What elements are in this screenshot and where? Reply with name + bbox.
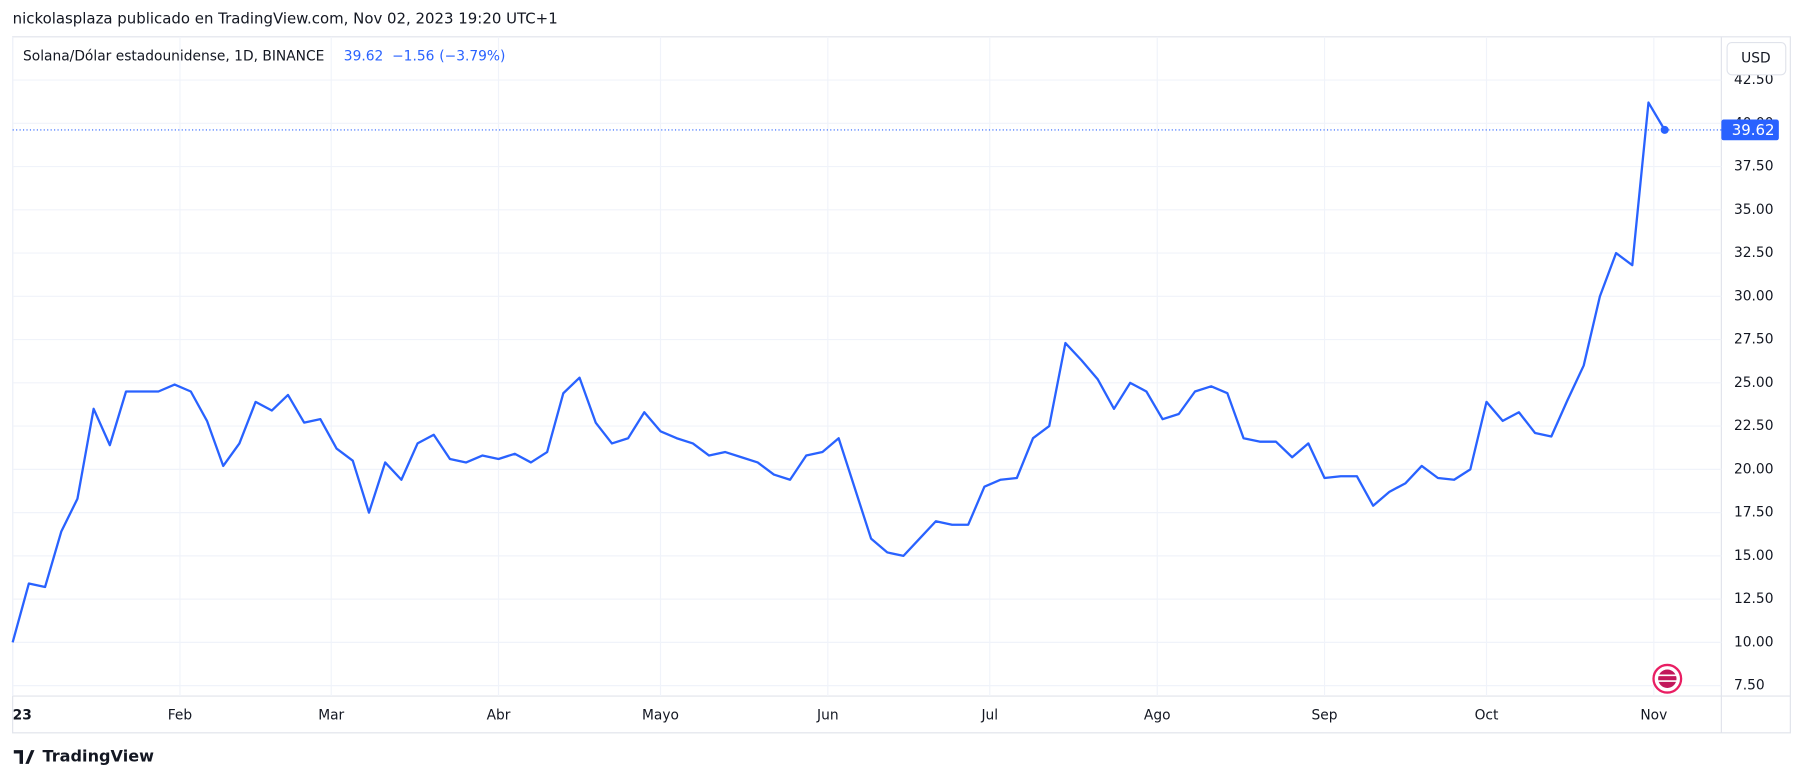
x-tick-label: Mayo [642,708,679,724]
y-tick-label: 15.00 [1734,548,1773,564]
x-tick-label: Nov [1640,708,1667,724]
y-tick-label: 10.00 [1734,634,1773,650]
x-tick-label: Jun [816,708,839,724]
x-tick-label: 23 [13,708,32,724]
last-price: 39.62 [344,48,383,64]
x-tick-label: Sep [1312,708,1338,724]
x-tick-label: Mar [318,708,344,724]
chart-frame [12,36,1791,734]
y-tick-label: 7.50 [1734,678,1765,694]
plot [11,101,1722,643]
y-tick-label: 25.00 [1734,375,1773,391]
y-tick-label: 37.50 [1734,159,1773,175]
symbol: Solana/Dólar estadounidense, 1D, BINANCE [23,48,324,64]
y-tick-label: 32.50 [1734,245,1773,261]
brand-logo [13,750,35,764]
flag-icon [1652,663,1683,694]
brand: TradingView [43,746,155,765]
x-tick-label: Ago [1144,708,1171,724]
change-percent: (−3.79%) [439,48,505,64]
y-tick-label: 20.00 [1734,461,1773,477]
last-price-badge [1721,119,1779,141]
y-tick-label: 27.50 [1734,332,1773,348]
last-point [1660,125,1669,134]
x-tick-label: Feb [168,708,192,724]
x-tick-label: Jul [980,708,998,724]
y-tick-label: 22.50 [1734,418,1773,434]
price-line [11,101,1666,643]
y-tick-label: 12.50 [1734,591,1773,607]
grid [12,36,1722,697]
x-tick-label: Abr [487,708,511,724]
y-tick-label: 30.00 [1734,288,1773,304]
currency-label: USD [1741,51,1770,67]
y-tick-label: 17.50 [1734,505,1773,521]
axes: 7.50 10.00 12.50 15.00 17.50 20.00 22.50 25.00 2… [13,72,1779,724]
x-tick-label: Oct [1475,708,1499,724]
y-tick-label: 42.50 [1734,72,1773,88]
y-tick-label: 35.00 [1734,202,1773,218]
change: −1.56 [392,48,434,64]
last-price-badge-label: 39.62 [1732,121,1775,139]
currency-button[interactable] [1726,41,1787,76]
attribution: nickolasplaza publicado en TradingView.c… [13,10,558,28]
